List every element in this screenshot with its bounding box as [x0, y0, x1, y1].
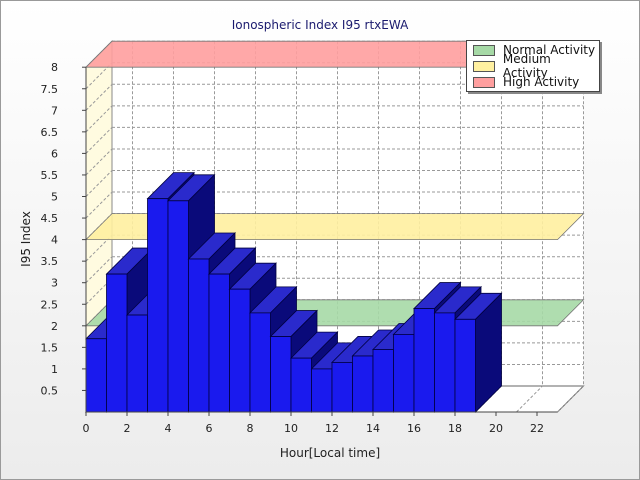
y-tick-label: 4.5 — [41, 212, 59, 225]
bar — [454, 318, 476, 413]
bar — [413, 308, 435, 413]
bar — [290, 357, 312, 413]
bar — [331, 362, 353, 413]
chart-title: Ionospheric Index I95 rtxEWA — [231, 18, 409, 32]
y-gridline-side — [85, 191, 113, 219]
y-tick-label: 2.5 — [41, 298, 59, 311]
bar — [372, 349, 394, 413]
x-tick-label: 12 — [325, 422, 339, 435]
bar — [229, 288, 251, 413]
y-gridline-side — [85, 148, 113, 176]
bar — [106, 273, 128, 413]
legend-item-high: High Activity — [467, 74, 599, 90]
y-gridline-side — [85, 127, 113, 154]
x-tick-label: 10 — [284, 422, 298, 435]
x-tick-label: 8 — [247, 422, 254, 435]
y-tick-label: 3.5 — [41, 255, 59, 268]
y-tick-label: 5.5 — [41, 169, 59, 182]
bar — [85, 338, 107, 413]
legend-label-normal: Normal Activity — [503, 43, 596, 57]
y-tick-label: 8 — [51, 61, 58, 74]
legend-swatch-high — [473, 76, 495, 88]
x-tick-label: 16 — [407, 422, 421, 435]
x-gridline-floor — [516, 385, 543, 413]
legend-label-high: High Activity — [503, 75, 580, 89]
x-axis-label: Hour[Local time] — [279, 446, 381, 460]
x-tick-label: 0 — [83, 422, 90, 435]
bar — [249, 312, 271, 413]
bar — [188, 258, 210, 413]
y-tick-label: 5 — [51, 191, 58, 204]
x-tick-label: 14 — [366, 422, 380, 435]
y-tick-label: 6 — [51, 147, 58, 160]
x-tick-label: 4 — [165, 422, 172, 435]
y-gridline-side — [85, 105, 113, 133]
x-tick-label: 22 — [530, 422, 544, 435]
y-tick-label: 3 — [51, 277, 58, 290]
bar — [393, 334, 415, 413]
x-tick-label: 6 — [206, 422, 213, 435]
x-tick-label: 2 — [124, 422, 131, 435]
legend-item-normal: Normal Activity — [467, 42, 599, 58]
y-gridline-side — [85, 170, 113, 197]
legend-item-medium: Medium Activity — [467, 52, 599, 80]
y-gridline-side — [85, 256, 113, 284]
bar — [126, 314, 148, 413]
y-tick-label: 0.5 — [41, 384, 59, 397]
y-tick-label: 6.5 — [41, 126, 59, 139]
y-tick-label: 7 — [51, 104, 58, 117]
y-tick-label: 2 — [51, 320, 58, 333]
y-tick-label: 7.5 — [41, 83, 59, 96]
bar — [352, 355, 374, 413]
x-tick-label: 18 — [448, 422, 462, 435]
legend-swatch-normal — [473, 44, 495, 56]
bar — [147, 198, 169, 413]
x-gridline-floor — [557, 385, 584, 413]
x-tick-label: 20 — [489, 422, 503, 435]
bar — [208, 273, 230, 413]
bar — [434, 312, 456, 413]
y-tick-label: 1 — [51, 363, 58, 376]
y-gridline-side — [85, 83, 113, 111]
legend-swatch-medium — [473, 60, 495, 72]
chart-legend: Normal Activity Medium Activity High Act… — [466, 40, 600, 92]
legend-label-medium: Medium Activity — [502, 52, 551, 80]
bar — [311, 368, 333, 413]
y-tick-label: 4 — [51, 234, 58, 247]
y-tick-label: 1.5 — [41, 341, 59, 354]
bar — [167, 200, 189, 413]
bar — [270, 336, 292, 413]
